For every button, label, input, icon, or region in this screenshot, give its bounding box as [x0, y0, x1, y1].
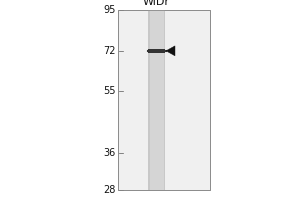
Text: 55: 55	[103, 86, 116, 96]
Text: 36: 36	[104, 148, 116, 158]
Bar	[148, 49, 165, 53]
Bar	[148, 10, 165, 190]
Text: 28: 28	[103, 185, 116, 195]
Polygon shape	[166, 46, 175, 56]
Text: WiDr: WiDr	[143, 0, 170, 7]
Bar	[149, 10, 164, 190]
Text: 95: 95	[103, 5, 116, 15]
Bar	[118, 10, 210, 190]
Text: 72: 72	[103, 46, 116, 56]
Bar	[118, 10, 210, 190]
